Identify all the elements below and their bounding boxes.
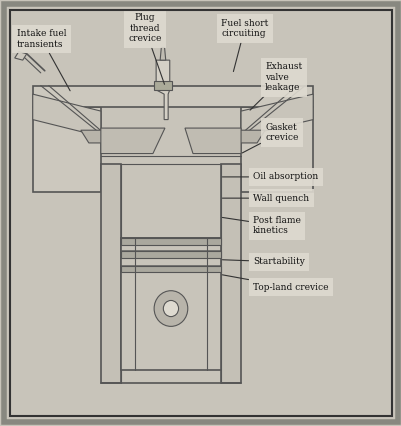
Circle shape: [154, 291, 187, 326]
Polygon shape: [221, 164, 241, 383]
Circle shape: [163, 300, 178, 317]
Polygon shape: [184, 128, 241, 153]
Polygon shape: [15, 52, 27, 60]
Text: Wall quench: Wall quench: [222, 194, 308, 203]
Polygon shape: [32, 107, 101, 192]
Text: Exhaust
valve
leakage: Exhaust valve leakage: [249, 62, 302, 110]
Text: Oil absorption: Oil absorption: [222, 173, 318, 181]
Polygon shape: [121, 266, 221, 273]
Polygon shape: [32, 86, 312, 107]
Polygon shape: [241, 107, 312, 192]
Polygon shape: [101, 128, 164, 153]
Polygon shape: [241, 94, 312, 137]
Polygon shape: [32, 94, 101, 137]
Text: Intake fuel
transients: Intake fuel transients: [17, 29, 70, 91]
Polygon shape: [154, 81, 171, 90]
Polygon shape: [160, 47, 165, 60]
Text: Gasket
crevice: Gasket crevice: [242, 123, 298, 153]
Text: Top-land crevice: Top-land crevice: [222, 275, 328, 292]
Polygon shape: [156, 60, 169, 120]
Polygon shape: [81, 130, 129, 143]
Text: Fuel short
circuiting: Fuel short circuiting: [221, 19, 268, 72]
Polygon shape: [121, 239, 221, 370]
Text: Plug
thread
crevice: Plug thread crevice: [128, 13, 164, 84]
Polygon shape: [101, 164, 121, 383]
Polygon shape: [217, 130, 264, 143]
Polygon shape: [121, 251, 221, 258]
Text: Startability: Startability: [222, 257, 304, 266]
Text: Post flame
kinetics: Post flame kinetics: [222, 216, 300, 236]
Polygon shape: [121, 238, 221, 245]
